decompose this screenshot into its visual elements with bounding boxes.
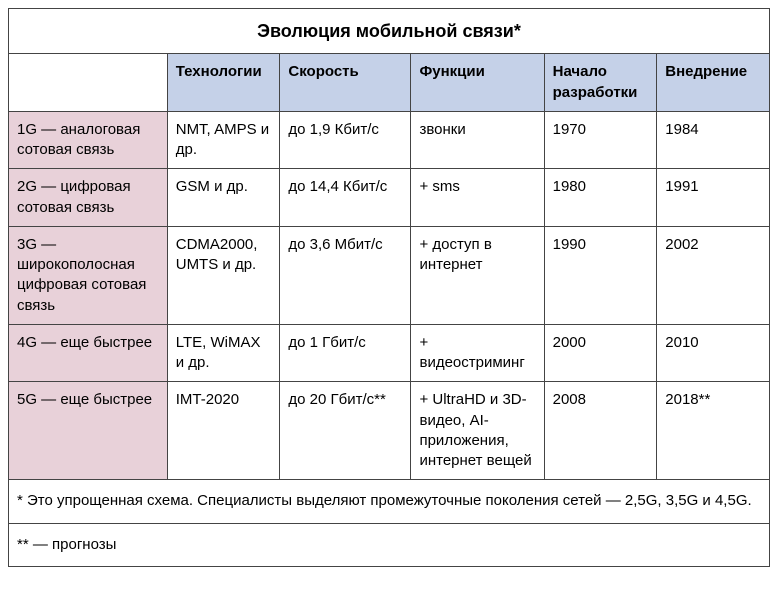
cell-func: + sms (411, 169, 544, 227)
cell-deploy: 2010 (657, 324, 770, 382)
cell-start: 1990 (544, 226, 657, 324)
cell-start: 2000 (544, 324, 657, 382)
footnote-1: * Это упрощенная схема. Специалисты выде… (9, 480, 770, 524)
row-label: 5G — еще быстрее (9, 382, 168, 480)
cell-start: 1980 (544, 169, 657, 227)
table-row: 1G — аналоговая сотовая связь NMT, AMPS … (9, 111, 770, 169)
col-header-tech: Технологии (167, 54, 280, 112)
row-label: 3G — широкополосная цифровая сотовая свя… (9, 226, 168, 324)
cell-deploy: 1984 (657, 111, 770, 169)
cell-tech: LTE, WiMAX и др. (167, 324, 280, 382)
col-header-speed: Скорость (280, 54, 411, 112)
row-label: 4G — еще быстрее (9, 324, 168, 382)
col-header-start: Начало разработки (544, 54, 657, 112)
cell-start: 1970 (544, 111, 657, 169)
cell-tech: NMT, AMPS и др. (167, 111, 280, 169)
cell-speed: до 1,9 Кбит/с (280, 111, 411, 169)
cell-speed: до 1 Гбит/с (280, 324, 411, 382)
cell-tech: CDMA2000, UMTS и др. (167, 226, 280, 324)
cell-tech: IMT-2020 (167, 382, 280, 480)
table-row: 5G — еще быстрее IMT-2020 до 20 Гбит/с**… (9, 382, 770, 480)
title-row: Эволюция мобильной связи* (9, 9, 770, 54)
row-label: 1G — аналоговая сотовая связь (9, 111, 168, 169)
cell-deploy: 2018** (657, 382, 770, 480)
table-row: 4G — еще быстрее LTE, WiMAX и др. до 1 Г… (9, 324, 770, 382)
cell-func: + UltraHD и 3D-видео, AI-приложе­ния, ин… (411, 382, 544, 480)
cell-tech: GSM и др. (167, 169, 280, 227)
cell-start: 2008 (544, 382, 657, 480)
cell-deploy: 2002 (657, 226, 770, 324)
cell-deploy: 1991 (657, 169, 770, 227)
cell-func: звонки (411, 111, 544, 169)
row-label: 2G — цифровая сотовая связь (9, 169, 168, 227)
table-row: 3G — широкополосная цифровая сотовая свя… (9, 226, 770, 324)
footnote-row: * Это упрощенная схема. Специалисты выде… (9, 480, 770, 524)
header-row: Технологии Скорость Функции Начало разра… (9, 54, 770, 112)
table-title: Эволюция мобильной связи* (9, 9, 770, 54)
col-header-deploy: Внедрение (657, 54, 770, 112)
cell-speed: до 14,4 Кбит/с (280, 169, 411, 227)
col-header-func: Функции (411, 54, 544, 112)
table-row: 2G — цифровая сотовая связь GSM и др. до… (9, 169, 770, 227)
cell-func: + доступ в интернет (411, 226, 544, 324)
mobile-evolution-table: Эволюция мобильной связи* Технологии Ско… (8, 8, 770, 567)
footnote-2: ** — прогнозы (9, 523, 770, 567)
col-header-empty (9, 54, 168, 112)
cell-speed: до 20 Гбит/с** (280, 382, 411, 480)
footnote-row: ** — прогнозы (9, 523, 770, 567)
cell-speed: до 3,6 Мбит/с (280, 226, 411, 324)
cell-func: + видеостриминг (411, 324, 544, 382)
